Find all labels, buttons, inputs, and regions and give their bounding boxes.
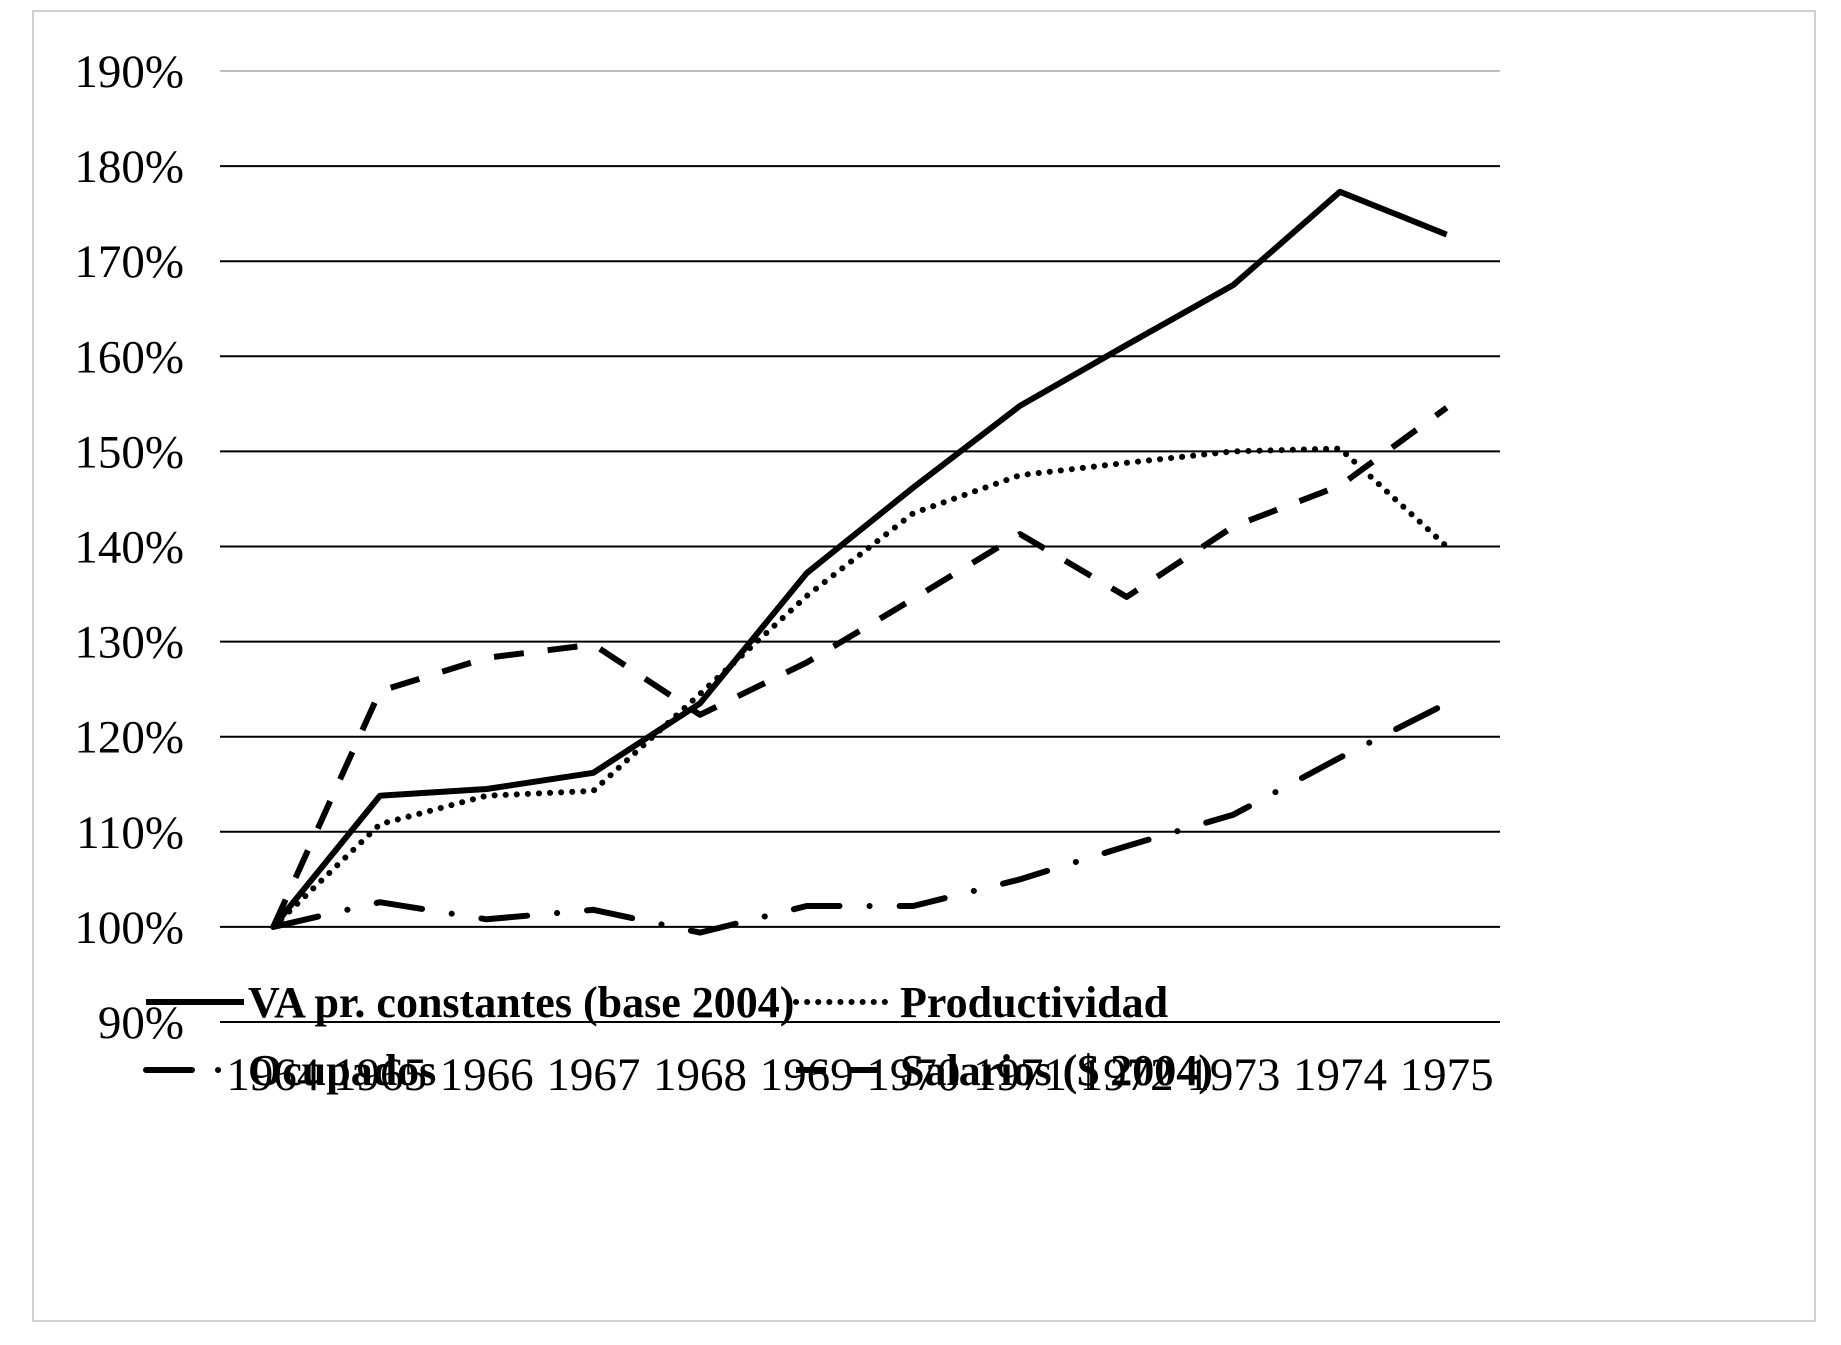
x-tick-label: 1968: [653, 1049, 747, 1101]
x-tick-label: 1975: [1400, 1049, 1494, 1101]
x-tick-label: 1969: [760, 1049, 854, 1101]
x-tick-label: 1967: [546, 1049, 640, 1101]
legend-item: Productividad: [793, 978, 1168, 1027]
data-point: [1446, 703, 1447, 704]
y-tick-label: 190%: [74, 46, 184, 98]
data-point: [380, 824, 381, 825]
y-tick-label: 180%: [74, 141, 184, 193]
x-tick-label: 1973: [1186, 1049, 1280, 1101]
x-tick-label: 1964: [226, 1049, 320, 1101]
y-tick-label: 120%: [74, 712, 184, 764]
legend-item: VA pr. constantes (base 2004): [146, 978, 794, 1027]
y-tick-label: 140%: [74, 522, 184, 574]
y-tick-label: 170%: [74, 236, 184, 288]
series-line-ocupados: [270, 700, 1450, 936]
data-point: [913, 598, 914, 599]
legend-label: VA pr. constantes (base 2004): [248, 978, 794, 1027]
y-tick-label: 130%: [74, 617, 184, 669]
legend-label: Salarios ($ 2004): [900, 1046, 1213, 1095]
y-tick-label: 160%: [74, 331, 184, 383]
x-tick-label: 1971: [973, 1049, 1067, 1101]
series-line-salarios-2004: [270, 405, 1449, 929]
data-point: [486, 657, 487, 658]
x-tick-label: 1966: [440, 1049, 534, 1101]
data-point: [1233, 526, 1234, 527]
legend-label: Productividad: [900, 978, 1168, 1027]
y-tick-label: 100%: [74, 902, 184, 954]
legend-item: Ocupados: [143, 1046, 436, 1095]
x-tick-label: 1972: [1080, 1049, 1174, 1101]
data-point: [593, 644, 594, 645]
x-tick-label: 1970: [866, 1049, 960, 1101]
x-tick-label: 1965: [333, 1049, 427, 1101]
y-tick-label: 110%: [76, 807, 184, 859]
data-point: [1340, 485, 1341, 486]
legend-label: Ocupados: [248, 1046, 436, 1095]
chart-frame: 90% 100% 110% 120% 130% 140% 150% 160% 170% 180% 1…: [32, 10, 1816, 1322]
line-chart: 90% 100% 110% 120% 130% 140% 150% 160% 170% 180% 1…: [74, 46, 1500, 1101]
series-line-va-pr-constantes-base-2004: [270, 188, 1448, 929]
series-line-productividad: [270, 445, 1450, 930]
data-point: [380, 691, 381, 692]
x-tick-label: 1974: [1293, 1049, 1387, 1101]
legend-item: Salarios ($ 2004): [796, 1046, 1213, 1095]
y-tick-label: 90%: [98, 997, 184, 1049]
y-tick-label: 150%: [74, 426, 184, 478]
